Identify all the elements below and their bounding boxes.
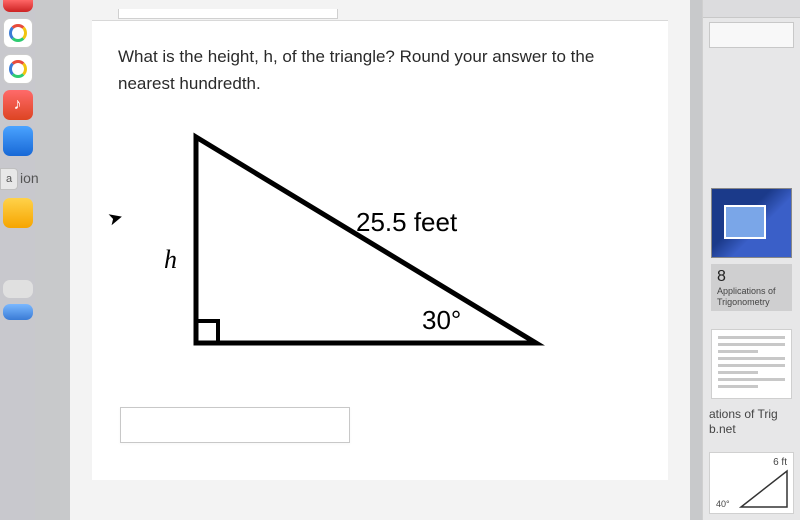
dock-app-icon[interactable] [3, 198, 33, 228]
dock-app-icon[interactable] [3, 304, 33, 320]
sidebar-header-strip [703, 0, 800, 18]
mini-triangle-icon [739, 469, 789, 509]
right-sidebar: 8 Applications of Trigonometry ations of… [702, 0, 800, 520]
dock-app-icon[interactable] [3, 54, 33, 84]
mini-tri-angle: 40° [716, 499, 730, 509]
result-thumbnail[interactable] [711, 329, 792, 399]
mini-tri-label: 6 ft [773, 457, 787, 468]
angle-label: 30° [422, 305, 461, 336]
dock-app-icon[interactable] [3, 18, 33, 48]
card-header-rule [118, 9, 338, 19]
sidebar-search-ghost[interactable] [709, 22, 794, 48]
result-thumbnail[interactable]: 6 ft 40° [709, 452, 794, 514]
main-panel: What is the height, h, of the triangle? … [70, 0, 690, 520]
dock-app-icon[interactable] [3, 126, 33, 156]
macos-dock: ♪ [0, 0, 35, 520]
question-text: What is the height, h, of the triangle? … [118, 43, 642, 97]
height-label: h [164, 245, 177, 275]
chapter-title: Applications of Trigonometry [717, 286, 786, 308]
question-card: What is the height, h, of the triangle? … [92, 20, 668, 480]
result-caption: ations of Trig b.net [709, 407, 794, 438]
triangle-figure: 25.5 feet h 30° [136, 121, 566, 371]
dock-app-icon[interactable] [3, 280, 33, 298]
result-meta: 8 Applications of Trigonometry [711, 264, 792, 311]
chapter-number: 8 [717, 267, 786, 286]
result-thumbnail[interactable] [711, 188, 792, 258]
window-tab-label: ion [20, 170, 39, 186]
dock-app-icon[interactable]: ♪ [3, 90, 33, 120]
dock-app-icon[interactable] [3, 0, 33, 12]
triangle-svg [136, 121, 566, 371]
hypotenuse-label: 25.5 feet [356, 207, 457, 238]
answer-input[interactable] [120, 407, 350, 443]
window-tab-badge: a [0, 168, 18, 190]
